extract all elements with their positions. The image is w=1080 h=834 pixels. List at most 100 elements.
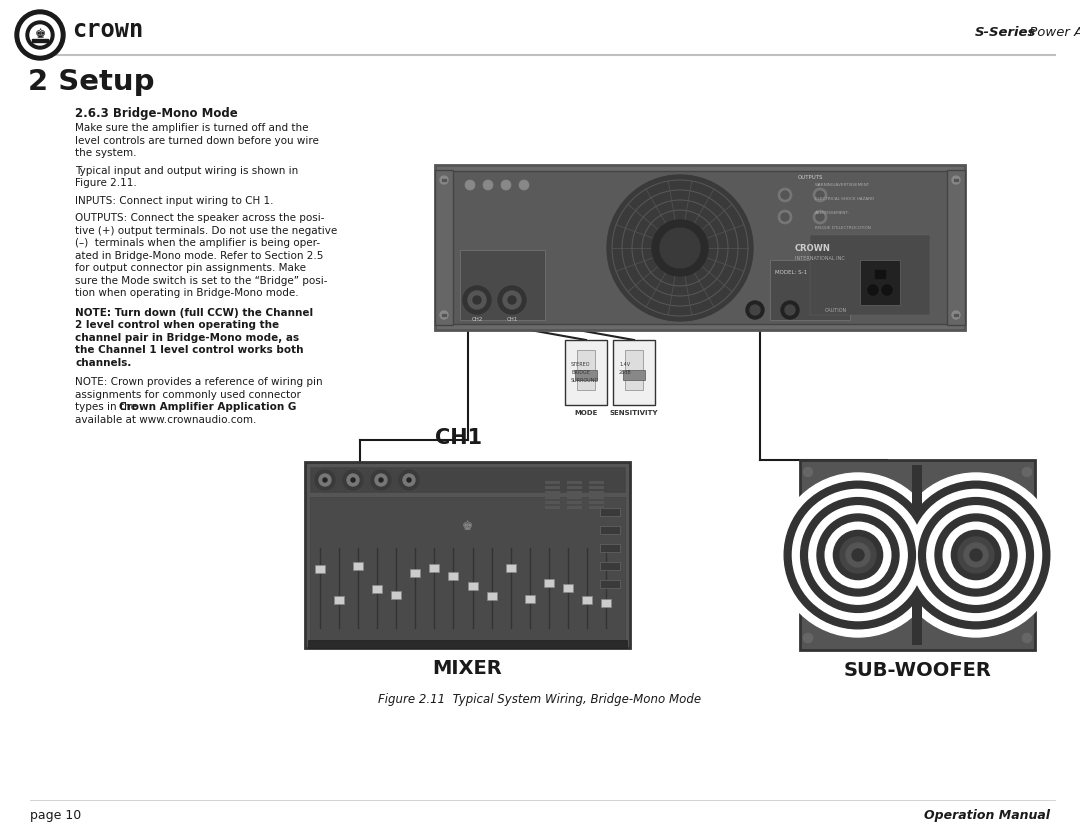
Bar xyxy=(545,486,561,489)
Text: the system.: the system. xyxy=(75,148,136,158)
Circle shape xyxy=(781,191,789,199)
Text: SENSITIVITY: SENSITIVITY xyxy=(610,410,658,416)
Bar xyxy=(912,465,922,645)
Circle shape xyxy=(473,296,481,304)
Bar xyxy=(954,314,958,316)
Text: channels.: channels. xyxy=(75,358,132,368)
Text: Power Amplifiers: Power Amplifiers xyxy=(1025,26,1080,38)
Circle shape xyxy=(519,180,529,190)
Circle shape xyxy=(26,21,54,49)
Circle shape xyxy=(483,180,492,190)
Text: Make sure the amplifier is turned off and the: Make sure the amplifier is turned off an… xyxy=(75,123,309,133)
Bar xyxy=(600,590,611,599)
Circle shape xyxy=(746,301,764,319)
Circle shape xyxy=(15,10,65,60)
Circle shape xyxy=(852,549,864,561)
Text: OUTPUTS: Connect the speaker across the posi-: OUTPUTS: Connect the speaker across the … xyxy=(75,213,324,223)
Circle shape xyxy=(943,522,1009,588)
Bar xyxy=(600,580,620,588)
Bar xyxy=(487,599,497,606)
Text: S-Series: S-Series xyxy=(975,26,1037,38)
Text: page 10: page 10 xyxy=(30,808,81,821)
Text: CH2: CH2 xyxy=(471,317,483,322)
Bar xyxy=(600,508,620,516)
Text: sure the Mode switch is set to the “Bridge” posi-: sure the Mode switch is set to the “Brid… xyxy=(75,275,327,285)
Bar xyxy=(567,491,582,494)
Bar xyxy=(373,585,382,593)
Bar xyxy=(545,501,561,504)
Bar xyxy=(567,506,582,509)
Bar xyxy=(353,603,363,611)
Text: SURROUND: SURROUND xyxy=(571,378,599,383)
Text: the Channel 1 level control works both: the Channel 1 level control works both xyxy=(75,345,303,355)
Text: INPUTS: Connect input wiring to CH 1.: INPUTS: Connect input wiring to CH 1. xyxy=(75,195,273,205)
Bar xyxy=(310,497,625,643)
Circle shape xyxy=(323,478,327,482)
Circle shape xyxy=(785,305,795,315)
Circle shape xyxy=(816,191,824,199)
Circle shape xyxy=(501,180,511,190)
Text: 2.6.3 Bridge-Mono Mode: 2.6.3 Bridge-Mono Mode xyxy=(75,107,238,120)
Circle shape xyxy=(793,490,923,620)
Circle shape xyxy=(970,549,982,561)
Bar xyxy=(613,340,654,405)
Bar xyxy=(310,467,625,492)
Text: MODE: MODE xyxy=(575,410,597,416)
Bar xyxy=(600,562,620,570)
Text: (–)  terminals when the amplifier is being oper-: (–) terminals when the amplifier is bein… xyxy=(75,238,320,248)
Text: BRIDGE: BRIDGE xyxy=(571,370,590,375)
Text: Figure 2.11  Typical System Wiring, Bridge-Mono Mode: Figure 2.11 Typical System Wiring, Bridg… xyxy=(378,694,702,706)
Circle shape xyxy=(750,305,760,315)
Bar xyxy=(391,597,402,605)
Bar xyxy=(308,640,627,648)
Bar xyxy=(589,506,604,509)
Text: Crown Amplifier Application G: Crown Amplifier Application G xyxy=(119,402,296,412)
Text: 2 Setup: 2 Setup xyxy=(28,68,154,96)
Circle shape xyxy=(804,633,813,643)
Bar xyxy=(625,350,643,390)
Text: INTERNATIONAL INC: INTERNATIONAL INC xyxy=(795,255,845,260)
Bar xyxy=(567,481,582,484)
Circle shape xyxy=(816,213,824,221)
Text: available at www.crownaudio.com.: available at www.crownaudio.com. xyxy=(75,414,256,425)
Circle shape xyxy=(652,220,708,276)
Circle shape xyxy=(503,291,521,309)
Bar xyxy=(410,592,420,600)
Circle shape xyxy=(960,539,993,571)
Bar xyxy=(589,496,604,499)
Circle shape xyxy=(850,547,866,563)
Circle shape xyxy=(351,478,355,482)
Circle shape xyxy=(781,213,789,221)
Circle shape xyxy=(958,537,994,573)
Circle shape xyxy=(375,474,387,486)
Circle shape xyxy=(347,474,359,486)
Bar xyxy=(545,506,561,509)
Circle shape xyxy=(21,15,60,55)
Text: CROWN: CROWN xyxy=(795,244,831,253)
Circle shape xyxy=(777,473,940,637)
Circle shape xyxy=(804,467,813,477)
Text: MODEL: S-1: MODEL: S-1 xyxy=(775,270,807,275)
Bar xyxy=(448,561,458,570)
Circle shape xyxy=(816,514,899,596)
Bar xyxy=(435,165,966,330)
Circle shape xyxy=(440,311,448,319)
Circle shape xyxy=(813,210,827,224)
Circle shape xyxy=(968,547,984,563)
Circle shape xyxy=(778,210,792,224)
Circle shape xyxy=(841,539,875,571)
Text: ELECTRICAL SHOCK HAZARD: ELECTRICAL SHOCK HAZARD xyxy=(815,197,874,201)
Bar xyxy=(563,585,572,593)
Circle shape xyxy=(846,543,870,567)
Circle shape xyxy=(964,543,988,567)
Text: Typical input and output wiring is shown in: Typical input and output wiring is shown… xyxy=(75,165,298,175)
Bar xyxy=(442,314,446,316)
Text: Operation Manual: Operation Manual xyxy=(924,808,1050,821)
Circle shape xyxy=(951,176,960,184)
Text: CH1: CH1 xyxy=(435,428,482,448)
Bar xyxy=(441,171,959,324)
Bar xyxy=(810,235,930,315)
Circle shape xyxy=(403,474,415,486)
Circle shape xyxy=(834,530,882,580)
Circle shape xyxy=(508,296,516,304)
